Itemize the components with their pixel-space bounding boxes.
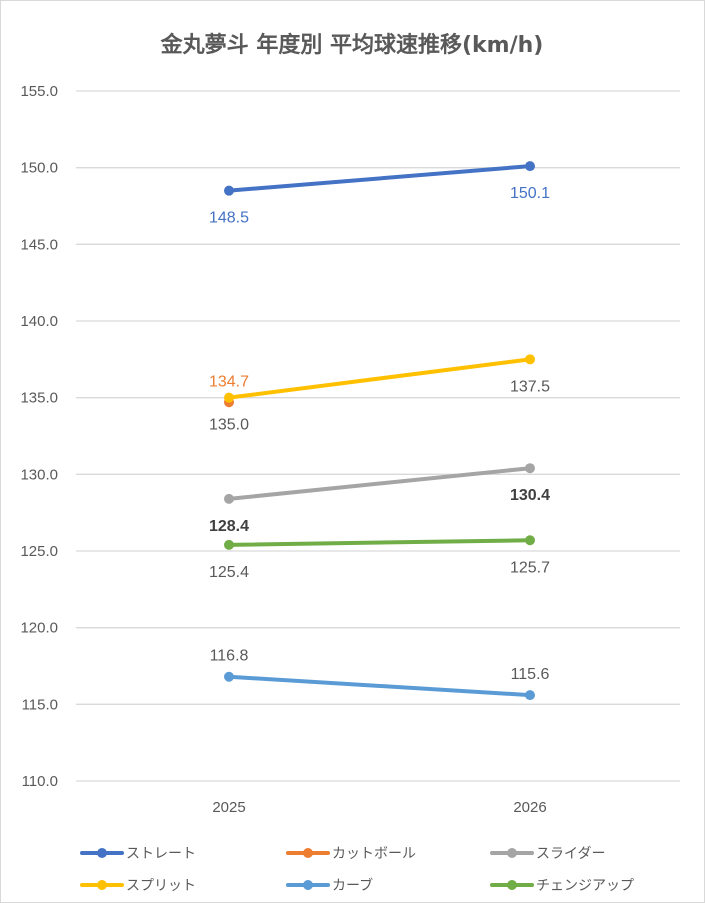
data-point bbox=[525, 535, 535, 546]
legend-label: チェンジアップ bbox=[536, 878, 634, 894]
legend-marker-dot bbox=[97, 880, 107, 890]
y-tick-label: 140.0 bbox=[20, 313, 58, 330]
legend-label: カーブ bbox=[332, 877, 373, 894]
data-point bbox=[525, 463, 535, 474]
data-point bbox=[224, 671, 234, 682]
x-tick-label: 2026 bbox=[513, 799, 546, 816]
data-label: 137.5 bbox=[510, 378, 550, 395]
data-label: 150.1 bbox=[510, 185, 550, 202]
chart-title: 金丸夢斗 年度別 平均球速推移(km/h) bbox=[160, 32, 544, 58]
legend-label: カットボール bbox=[332, 846, 416, 862]
y-tick-label: 135.0 bbox=[20, 390, 58, 407]
series-line bbox=[227, 164, 532, 193]
data-label: 125.4 bbox=[209, 564, 249, 581]
y-tick-label: 110.0 bbox=[22, 773, 58, 790]
y-tick-label: 115.0 bbox=[22, 696, 58, 713]
data-point bbox=[224, 392, 234, 403]
legend-item[interactable]: ストレート bbox=[80, 846, 196, 862]
legend-label: ストレート bbox=[126, 846, 196, 862]
data-point bbox=[525, 690, 535, 701]
data-point bbox=[224, 185, 234, 196]
legend-item[interactable]: スプリット bbox=[80, 878, 196, 894]
series-line bbox=[227, 674, 532, 698]
y-tick-label: 120.0 bbox=[20, 620, 58, 637]
legend-marker-dot bbox=[97, 848, 107, 858]
data-label: 115.6 bbox=[511, 666, 550, 683]
series-line bbox=[227, 466, 532, 501]
series-line bbox=[227, 538, 532, 547]
data-point bbox=[525, 161, 535, 172]
legend-marker-dot bbox=[303, 848, 313, 858]
legend-marker-dot bbox=[507, 848, 517, 858]
legend-item[interactable]: チェンジアップ bbox=[490, 878, 634, 894]
data-point bbox=[224, 539, 234, 550]
x-tick-label: 2025 bbox=[212, 799, 245, 816]
y-tick-label: 150.0 bbox=[20, 160, 58, 177]
y-tick-label: 130.0 bbox=[20, 466, 58, 483]
legend-marker-dot bbox=[303, 880, 313, 890]
legend-item[interactable]: カーブ bbox=[286, 877, 373, 894]
data-label: 134.7 bbox=[209, 373, 249, 390]
y-tick-label: 125.0 bbox=[20, 543, 58, 560]
y-tick-label: 145.0 bbox=[20, 236, 58, 253]
y-tick-label: 155.0 bbox=[20, 83, 58, 100]
data-label: 130.4 bbox=[510, 487, 550, 504]
data-label: 125.7 bbox=[510, 559, 550, 576]
data-label: 116.8 bbox=[210, 648, 249, 665]
data-point bbox=[224, 493, 234, 504]
legend-label: スプリット bbox=[126, 878, 196, 894]
legend-item[interactable]: カットボール bbox=[286, 846, 416, 862]
legend-item[interactable]: スライダー bbox=[490, 846, 605, 862]
legend-label: スライダー bbox=[536, 846, 605, 862]
data-label: 148.5 bbox=[209, 210, 249, 227]
series-line bbox=[227, 357, 532, 400]
data-label: 135.0 bbox=[209, 417, 249, 434]
data-point bbox=[525, 354, 535, 365]
data-label: 128.4 bbox=[209, 518, 249, 535]
legend-marker-dot bbox=[507, 880, 517, 890]
